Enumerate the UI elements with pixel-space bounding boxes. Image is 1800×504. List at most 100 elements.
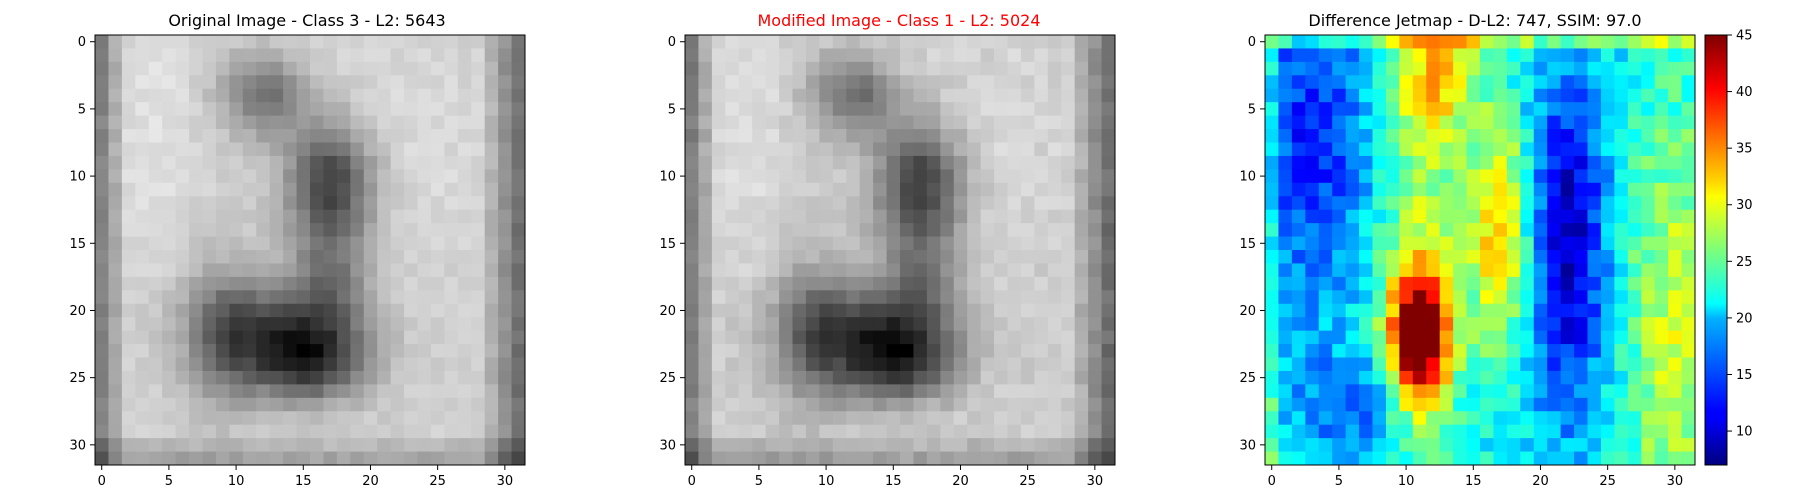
pixel-cell [685, 397, 699, 412]
pixel-cell [1020, 236, 1035, 251]
pixel-cell [967, 48, 982, 63]
pixel-cell [913, 236, 928, 251]
pixel-cell [886, 209, 901, 224]
pixel-cell [390, 438, 405, 452]
pixel-cell [148, 48, 163, 63]
pixel-cell [832, 411, 847, 426]
pixel-cell [417, 330, 432, 345]
pixel-cell [1332, 303, 1347, 318]
pixel-cell [1385, 276, 1400, 291]
pixel-cell [444, 250, 459, 264]
pixel-cell [1007, 196, 1022, 211]
pixel-cell [175, 384, 190, 399]
pixel-cell [148, 129, 163, 143]
pixel-cell [711, 48, 726, 63]
pixel-cell [1453, 317, 1467, 332]
pixel-cell [1466, 344, 1481, 358]
pixel-cell [900, 411, 914, 426]
pixel-cell [215, 424, 230, 439]
pixel-cell [1654, 115, 1669, 130]
pixel-cell [350, 102, 365, 117]
pixel-cell [805, 411, 820, 426]
pixel-cell [752, 61, 767, 76]
pixel-cell [846, 142, 861, 157]
pixel-cell [779, 290, 793, 305]
pixel-cell [900, 370, 914, 385]
pixel-cell [242, 424, 257, 439]
pixel-cell [1074, 196, 1089, 211]
pixel-cell [779, 276, 793, 291]
pixel-cell [336, 250, 351, 264]
pixel-cell [1318, 196, 1333, 211]
pixel-cell [1668, 250, 1682, 264]
pixel-cell [1278, 276, 1293, 291]
pixel-cell [323, 276, 338, 291]
pixel-cell [162, 115, 177, 130]
pixel-cell [1101, 182, 1116, 197]
pixel-cell [135, 451, 150, 466]
pixel-cell [283, 424, 297, 439]
pixel-cell [189, 155, 203, 170]
pixel-cell [1668, 276, 1682, 291]
pixel-cell [108, 102, 123, 117]
pixel-cell [1439, 384, 1454, 399]
pixel-cell [377, 35, 392, 49]
pixel-cell [135, 411, 150, 426]
pixel-cell [1533, 263, 1548, 278]
pixel-cell [1681, 303, 1696, 318]
pixel-cell [980, 129, 995, 143]
pixel-cell [242, 209, 257, 224]
pixel-cell [1007, 411, 1022, 426]
pixel-cell [215, 209, 230, 224]
pixel-cell [323, 223, 338, 237]
pixel-cell [350, 142, 365, 157]
pixel-cell [1587, 223, 1602, 237]
pixel-cell [1020, 384, 1035, 399]
pixel-cell [994, 169, 1008, 184]
pixel-cell [1453, 236, 1467, 251]
pixel-cell [283, 102, 297, 117]
pixel-cell [189, 182, 203, 197]
pixel-cell [1480, 290, 1494, 305]
pixel-cell [108, 182, 123, 197]
pixel-cell [390, 88, 405, 103]
pixel-cell [1641, 88, 1656, 103]
pixel-cell [805, 35, 820, 49]
pixel-cell [1332, 330, 1347, 345]
pixel-cell [1574, 182, 1588, 197]
pixel-cell [175, 330, 190, 345]
pixel-cell [148, 35, 163, 49]
pixel-cell [779, 330, 793, 345]
pixel-cell [108, 344, 123, 358]
pixel-cell [1101, 61, 1116, 76]
pixel-cell [1480, 263, 1494, 278]
pixel-cell [738, 397, 753, 412]
pixel-cell [430, 276, 445, 291]
pixel-cell [1332, 357, 1347, 372]
image-original [95, 35, 526, 466]
pixel-cell [390, 129, 405, 143]
pixel-cell [1533, 236, 1548, 251]
pixel-cell [1453, 182, 1467, 197]
pixel-cell [1061, 142, 1076, 157]
pixel-cell [886, 182, 901, 197]
pixel-cell [229, 397, 244, 412]
pixel-cell [162, 75, 177, 90]
pixel-cell [444, 75, 459, 90]
pixel-cell [390, 303, 405, 318]
pixel-cell [886, 451, 901, 466]
pixel-cell [1533, 276, 1548, 291]
pixel-cell [430, 344, 445, 358]
pixel-cell [1587, 115, 1602, 130]
pixel-cell [752, 303, 767, 318]
pixel-cell [1641, 344, 1656, 358]
pixel-cell [1466, 438, 1481, 452]
pixel-cell [1560, 61, 1575, 76]
pixel-cell [953, 384, 968, 399]
pixel-cell [953, 88, 968, 103]
pixel-cell [913, 102, 928, 117]
pixel-cell [296, 411, 311, 426]
pixel-cell [336, 370, 351, 385]
pixel-cell [256, 357, 271, 372]
pixel-cell [765, 250, 780, 264]
